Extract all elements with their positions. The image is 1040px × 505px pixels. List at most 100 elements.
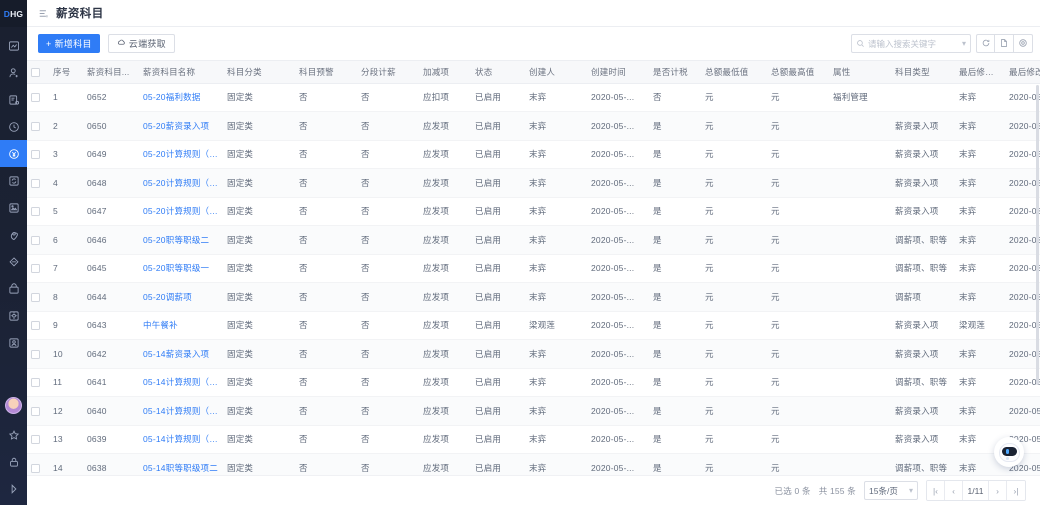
row-checkbox[interactable] (31, 264, 40, 274)
row-checkbox-cell[interactable] (27, 83, 49, 112)
prev-page-button[interactable]: ‹ (945, 481, 963, 500)
col-type[interactable]: 科目类型 (891, 61, 955, 84)
row-name[interactable]: 05-14计算规则（简单 (139, 368, 223, 397)
sidebar-item-welfare[interactable] (0, 248, 27, 275)
sidebar-item-attendance[interactable] (0, 113, 27, 140)
col-class[interactable]: 科目分类 (223, 61, 295, 84)
row-checkbox-cell[interactable] (27, 425, 49, 454)
sidebar-item-archive[interactable] (0, 194, 27, 221)
row-checkbox[interactable] (31, 235, 40, 245)
row-name[interactable]: 中午餐补 (139, 311, 223, 340)
row-checkbox[interactable] (31, 406, 40, 416)
vertical-scrollbar[interactable] (1036, 85, 1039, 445)
table-container[interactable]: 序号 薪资科目... 薪资科目名称 科目分类 科目预警 分段计薪 加减项 状态 … (27, 60, 1040, 475)
assistant-robot-button[interactable] (994, 437, 1024, 467)
row-name[interactable]: 05-14计算规则（模板 (139, 425, 223, 454)
row-checkbox[interactable] (31, 435, 40, 445)
col-attribute[interactable]: 属性 (829, 61, 891, 84)
row-checkbox-cell[interactable] (27, 225, 49, 255)
col-modifier[interactable]: 最后修改人 (955, 61, 1005, 84)
row-checkbox-cell[interactable] (27, 111, 49, 141)
table-row[interactable]: 2 0650 05-20薪资录入项 固定类否否应发项 已启用 末弈 2020-05-... 是… (27, 111, 1040, 141)
row-checkbox-cell[interactable] (27, 453, 49, 475)
row-checkbox[interactable] (31, 150, 40, 160)
current-page-indicator[interactable]: 1/11 (963, 481, 989, 500)
col-modified-time[interactable]: 最后修改... (1005, 61, 1040, 84)
table-row[interactable]: 3 0649 05-20计算规则（简单 固定类否否应发项 已启用 末弈 2020-05-..… (27, 140, 1040, 169)
sidebar-item-org[interactable] (0, 86, 27, 113)
sidebar-item-process[interactable] (0, 167, 27, 194)
table-row[interactable]: 14 0638 05-14职等职级项二 固定类否否应发项 已启用 末弈 2020-05-..… (27, 453, 1040, 475)
row-name[interactable]: 05-20福利数据 (139, 83, 223, 112)
sidebar-collapse-toggle[interactable] (0, 475, 27, 502)
row-name[interactable]: 05-20计算规则（简单 (139, 140, 223, 169)
sidebar-item-dashboard[interactable] (0, 32, 27, 59)
table-row[interactable]: 4 0648 05-20计算规则（条件 固定类否否应发项 已启用 末弈 2020-05-..… (27, 168, 1040, 198)
row-checkbox[interactable] (31, 93, 40, 103)
col-plusminus[interactable]: 加减项 (419, 61, 471, 84)
row-checkbox-cell[interactable] (27, 282, 49, 312)
sidebar-item-settings[interactable] (0, 302, 27, 329)
table-row[interactable]: 12 0640 05-14计算规则（条件 固定类否否应发项 已启用 末弈 2020-05-.… (27, 396, 1040, 426)
col-status[interactable]: 状态 (471, 61, 525, 84)
row-checkbox-cell[interactable] (27, 254, 49, 283)
export-button[interactable] (995, 34, 1014, 53)
col-warning[interactable]: 科目预警 (295, 61, 357, 84)
row-name[interactable]: 05-20职等职级一 (139, 254, 223, 283)
settings-button[interactable] (1014, 34, 1033, 53)
search-box[interactable]: ▾ (851, 34, 971, 53)
row-name[interactable]: 05-14职等职级项二 (139, 453, 223, 475)
row-checkbox-cell[interactable] (27, 311, 49, 340)
col-segment[interactable]: 分段计薪 (357, 61, 419, 84)
table-row[interactable]: 13 0639 05-14计算规则（模板 固定类否否应发项 已启用 末弈 2020-05-.… (27, 425, 1040, 454)
row-checkbox[interactable] (31, 463, 40, 473)
row-checkbox-cell[interactable] (27, 368, 49, 397)
table-row[interactable]: 7 0645 05-20职等职级一 固定类否否应发项 已启用 末弈 2020-05-... 是… (27, 254, 1040, 283)
row-name[interactable]: 05-20职等职级二 (139, 225, 223, 255)
sidebar-item-lock[interactable] (0, 448, 27, 475)
refresh-button[interactable] (976, 34, 995, 53)
list-icon[interactable] (38, 8, 49, 19)
row-checkbox[interactable] (31, 292, 40, 302)
row-checkbox[interactable] (31, 178, 40, 188)
row-name[interactable]: 05-20计算规则（条件 (139, 168, 223, 198)
next-page-button[interactable]: › (989, 481, 1007, 500)
avatar[interactable] (5, 397, 22, 414)
row-checkbox-cell[interactable] (27, 140, 49, 169)
select-all-header[interactable] (27, 61, 49, 84)
row-name[interactable]: 05-20计算规则（模板 (139, 197, 223, 226)
add-subject-button[interactable]: + 新增科目 (38, 34, 100, 53)
table-row[interactable]: 6 0646 05-20职等职级二 固定类否否应发项 已启用 末弈 2020-05-... 是… (27, 225, 1040, 255)
col-name[interactable]: 薪资科目名称 (139, 61, 223, 84)
row-checkbox[interactable] (31, 378, 40, 388)
table-row[interactable]: 8 0644 05-20调薪项 固定类否否应发项 已启用 末弈 2020-05-... 是元元… (27, 282, 1040, 312)
row-name[interactable]: 05-14薪资录入项 (139, 339, 223, 369)
row-checkbox-cell[interactable] (27, 197, 49, 226)
row-name[interactable]: 05-20薪资录入项 (139, 111, 223, 141)
row-name[interactable]: 05-14计算规则（条件 (139, 396, 223, 426)
row-name[interactable]: 05-20调薪项 (139, 282, 223, 312)
row-checkbox-cell[interactable] (27, 168, 49, 198)
row-checkbox-cell[interactable] (27, 339, 49, 369)
table-row[interactable]: 9 0643 中午餐补 固定类否否应发项 已启用 梁观莲 2020-05-... 是元元薪资录… (27, 311, 1040, 340)
sidebar-item-employee[interactable] (0, 59, 27, 86)
cloud-fetch-button[interactable]: 云端获取 (107, 34, 175, 53)
table-row[interactable]: 11 0641 05-14计算规则（简单 固定类否否应发项 已启用 末弈 2020-05-.… (27, 368, 1040, 397)
row-checkbox[interactable] (31, 121, 40, 131)
sidebar-item-inbox[interactable] (0, 275, 27, 302)
row-checkbox[interactable] (31, 321, 40, 331)
row-checkbox[interactable] (31, 207, 40, 217)
col-index[interactable]: 序号 (49, 61, 83, 84)
select-all-checkbox[interactable] (31, 67, 40, 77)
col-taxable[interactable]: 是否计税 (649, 61, 701, 84)
col-code[interactable]: 薪资科目... (83, 61, 139, 84)
table-row[interactable]: 5 0647 05-20计算规则（模板 固定类否否应发项 已启用 末弈 2020-05-..… (27, 197, 1040, 226)
sidebar-item-contact[interactable] (0, 329, 27, 356)
sidebar-item-salary[interactable] (0, 140, 27, 167)
sidebar-item-location[interactable] (0, 221, 27, 248)
last-page-button[interactable]: ›| (1007, 481, 1025, 500)
col-creator[interactable]: 创建人 (525, 61, 587, 84)
first-page-button[interactable]: |‹ (927, 481, 945, 500)
chevron-down-icon[interactable]: ▾ (961, 39, 966, 48)
search-input[interactable] (868, 38, 959, 49)
